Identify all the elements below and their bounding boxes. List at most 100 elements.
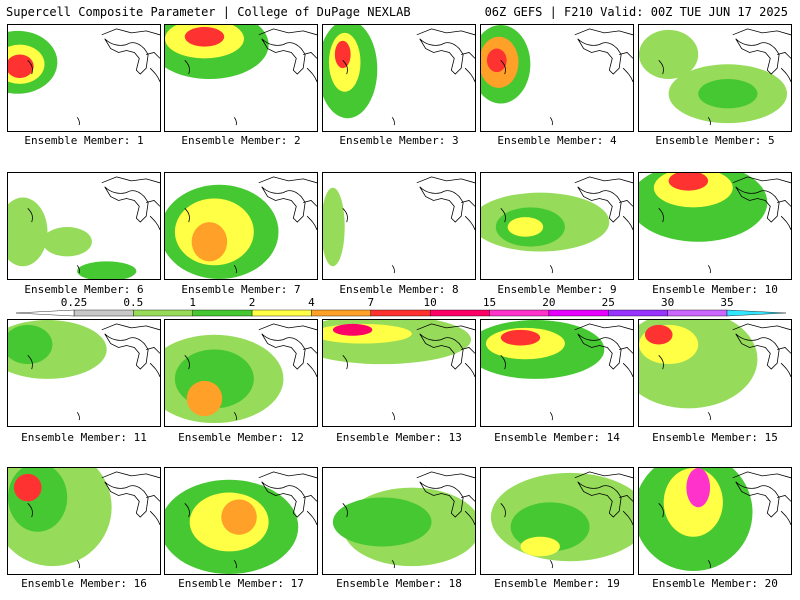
color-swatch <box>370 309 431 317</box>
scp-field <box>332 471 475 569</box>
color-scale-tick: 0.25 <box>60 296 88 309</box>
title-right: 06Z GEFS | F210 Valid: 00Z TUE JUN 17 20… <box>484 5 788 19</box>
scp-contour <box>668 173 709 191</box>
member-label: Ensemble Member: 18 <box>336 577 462 590</box>
scp-contour <box>332 323 373 336</box>
map-panel <box>164 467 318 575</box>
basemap-outline <box>258 176 317 231</box>
color-bar-low-arrow <box>15 309 75 317</box>
color-scale-tick: 1 <box>189 296 197 309</box>
basemap-outline <box>416 471 475 526</box>
scp-contour <box>520 536 560 557</box>
title-left: Supercell Composite Parameter | College … <box>6 5 411 19</box>
scp-contour <box>334 40 351 69</box>
map-panel <box>7 24 161 132</box>
scp-field <box>8 468 160 569</box>
member-label: Ensemble Member: 4 <box>497 134 617 147</box>
member-label: Ensemble Member: 13 <box>336 431 462 444</box>
scp-field <box>165 176 317 279</box>
map-panel <box>638 24 792 132</box>
member-label: Ensemble Member: 5 <box>655 134 775 147</box>
basemap-outline <box>101 471 160 526</box>
scp-contour <box>486 48 507 73</box>
map-panel <box>322 172 476 280</box>
color-scale-tick: 15 <box>482 296 497 309</box>
scp-field <box>165 25 317 126</box>
color-scale-tick: 30 <box>661 296 675 309</box>
color-scale-tick: 7 <box>367 296 375 309</box>
basemap-outline <box>574 176 633 231</box>
map-panel <box>164 172 318 280</box>
map-panel <box>638 172 792 280</box>
scp-field <box>8 28 160 126</box>
map-panel <box>164 24 318 132</box>
scp-field <box>639 320 791 421</box>
scp-field <box>639 468 791 572</box>
member-label: Ensemble Member: 17 <box>178 577 304 590</box>
scp-field <box>481 320 633 421</box>
member-label: Ensemble Member: 1 <box>24 134 144 147</box>
scp-contour <box>8 197 48 267</box>
map-panel <box>322 24 476 132</box>
color-swatch <box>192 309 253 317</box>
color-scale-tick: 35 <box>720 296 734 309</box>
member-label: Ensemble Member: 20 <box>652 577 778 590</box>
member-label: Ensemble Member: 8 <box>339 283 459 296</box>
scp-field <box>481 25 633 126</box>
basemap-outline <box>732 176 791 231</box>
color-swatch <box>251 309 312 317</box>
member-label: Ensemble Member: 9 <box>497 283 617 296</box>
map-panel <box>7 467 161 575</box>
color-swatch <box>667 309 728 317</box>
map-panel <box>480 319 634 427</box>
member-label: Ensemble Member: 2 <box>181 134 301 147</box>
scp-field <box>481 176 633 274</box>
map-panel <box>7 172 161 280</box>
member-label: Ensemble Member: 3 <box>339 134 459 147</box>
color-bar-high-arrow <box>726 309 787 317</box>
basemap-outline <box>574 471 633 526</box>
color-swatch <box>489 309 550 317</box>
map-panel <box>7 319 161 427</box>
member-label: Ensemble Member: 15 <box>652 431 778 444</box>
basemap-outline <box>416 323 475 378</box>
scp-field <box>8 320 160 421</box>
map-panel <box>322 319 476 427</box>
color-scale-tick: 25 <box>601 296 615 309</box>
scp-contour <box>507 217 544 237</box>
map-panel <box>480 467 634 575</box>
scp-contour <box>42 226 92 257</box>
map-panel <box>480 24 634 132</box>
basemap-outline <box>101 323 160 378</box>
color-swatch <box>608 309 668 317</box>
scp-contour <box>644 324 673 345</box>
color-swatch <box>429 309 490 317</box>
scp-contour <box>8 324 53 365</box>
map-panel <box>480 172 634 280</box>
basemap-outline <box>732 323 791 378</box>
scp-contour <box>698 78 758 109</box>
scp-contour <box>639 29 699 79</box>
member-label: Ensemble Member: 14 <box>494 431 620 444</box>
color-swatch <box>311 309 372 317</box>
member-label: Ensemble Member: 11 <box>21 431 147 444</box>
scp-contour <box>221 499 257 535</box>
scp-field <box>165 471 317 574</box>
scp-field <box>8 176 160 279</box>
scp-field <box>639 28 791 126</box>
scp-contour <box>186 380 223 417</box>
member-label: Ensemble Member: 12 <box>178 431 304 444</box>
color-scale-tick: 10 <box>423 296 437 309</box>
map-panel <box>638 319 792 427</box>
member-label: Ensemble Member: 16 <box>21 577 147 590</box>
color-swatch <box>133 309 193 317</box>
member-label: Ensemble Member: 19 <box>494 577 620 590</box>
scp-field <box>639 173 791 274</box>
basemap-outline <box>258 323 317 378</box>
member-label: Ensemble Member: 6 <box>24 283 144 296</box>
scp-field <box>323 320 475 421</box>
basemap-outline <box>258 28 317 83</box>
color-scale-bar <box>15 309 787 317</box>
basemap-outline <box>732 471 791 526</box>
scp-contour <box>13 473 42 502</box>
